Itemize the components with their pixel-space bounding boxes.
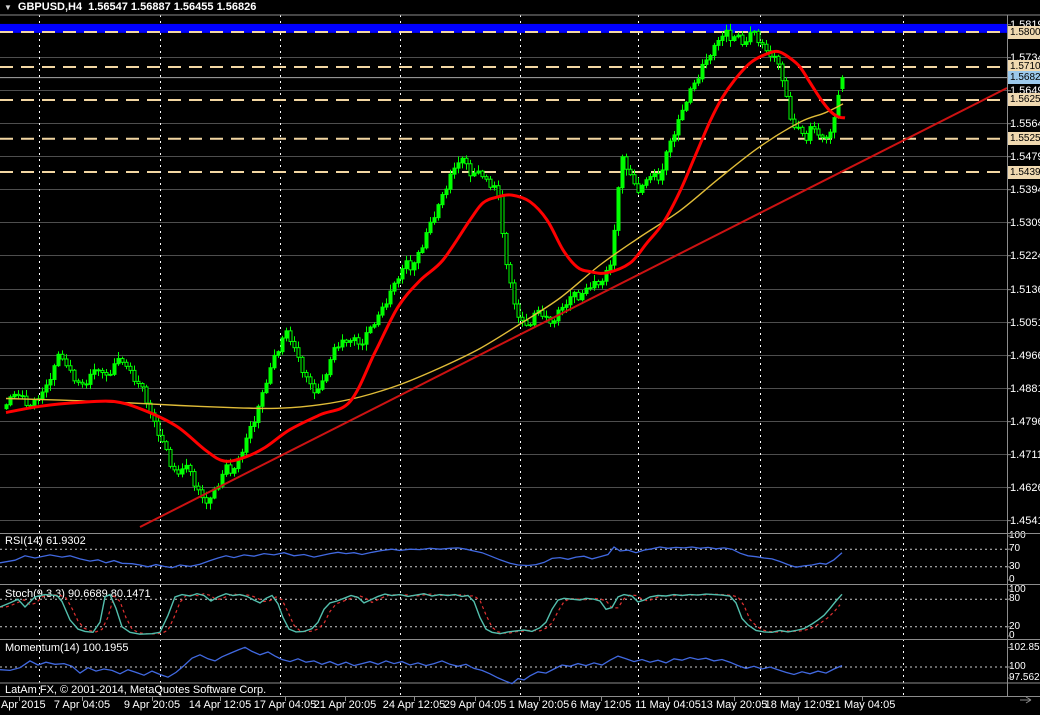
time-axis-label: 21 May 04:05: [828, 699, 896, 711]
price-axis-label: 1.47115: [1010, 448, 1040, 461]
time-axis-label: 13 May 20:05: [700, 699, 768, 711]
price-axis-label: 1.53090: [1010, 216, 1040, 229]
stoch-scale-label: 100: [1009, 584, 1026, 595]
price-axis-label: 1.53940: [1010, 183, 1040, 196]
sr-level-tag: 1.54395: [1008, 165, 1040, 179]
rsi-scale-label: 30: [1009, 560, 1021, 572]
price-axis-label: 1.47965: [1010, 415, 1040, 428]
rsi-scale-label: 100: [1009, 530, 1026, 541]
rsi-scale-label: 70: [1009, 543, 1021, 555]
rsi-value: 61.9302: [45, 535, 86, 547]
price-axis-label: 1.55640: [1010, 117, 1040, 130]
price-axis-label: 1.54790: [1010, 150, 1040, 163]
symbol-dropdown-icon[interactable]: ▼: [4, 2, 12, 12]
rsi-scale-label: 0: [1009, 574, 1015, 585]
time-axis-label: 29 Apr 04:05: [443, 699, 507, 711]
stoch-scale-label: 80: [1009, 593, 1021, 605]
momentum-scale-label: 97.562: [1009, 672, 1040, 683]
price-axis-label: 1.50515: [1010, 316, 1040, 329]
time-axis-label: 14 Apr 12:05: [188, 699, 252, 711]
chart-symbol-timeframe: GBPUSD,H4: [17, 1, 83, 13]
sr-level-tag: 1.58002: [1008, 25, 1040, 39]
chart-title-bar[interactable]: ▼ GBPUSD,H4 1.56547 1.56887 1.56455 1.56…: [4, 1, 256, 13]
time-axis-label: 17 Apr 04:05: [253, 699, 317, 711]
price-axis-label: 1.45415: [1010, 514, 1040, 527]
rsi-name: RSI(14): [5, 535, 43, 547]
chart-ohlc-values: 1.56547 1.56887 1.56455 1.56826: [88, 1, 257, 13]
time-axis-label: 6 May 12:05: [570, 699, 632, 711]
stoch-scale-label: 20: [1009, 620, 1021, 632]
time-axis-label: 11 May 04:05: [635, 699, 701, 711]
time-axis-label: 24 Apr 12:05: [382, 699, 446, 711]
price-axis-label: 1.46265: [1010, 481, 1040, 494]
time-axis-label: 18 May 12:05: [764, 699, 832, 711]
momentum-scale-label: 102.8553: [1009, 641, 1040, 653]
stoch-scale-label: 0: [1009, 630, 1015, 641]
current-price-tag: 1.56826: [1008, 71, 1040, 85]
price-axis-label: 1.51365: [1010, 283, 1040, 296]
time-axis-label: 2 Apr 2015: [0, 699, 46, 711]
price-axis-label: 1.52240: [1010, 249, 1040, 262]
rsi-panel-label: RSI(14) 61.9302: [5, 535, 86, 547]
momentum-scale-label: 100: [1009, 661, 1026, 672]
copyright-text: LatAm FX, © 2001-2014, MetaQuotes Softwa…: [5, 684, 267, 696]
time-axis-label: 1 May 20:05: [508, 699, 570, 711]
price-axis-label: 1.48815: [1010, 382, 1040, 395]
time-axis-label: 7 Apr 04:05: [53, 699, 111, 711]
time-axis-label: 21 Apr 20:05: [313, 699, 377, 711]
time-axis-label: 9 Apr 20:05: [123, 699, 181, 711]
price-axis-label: 1.49665: [1010, 349, 1040, 362]
